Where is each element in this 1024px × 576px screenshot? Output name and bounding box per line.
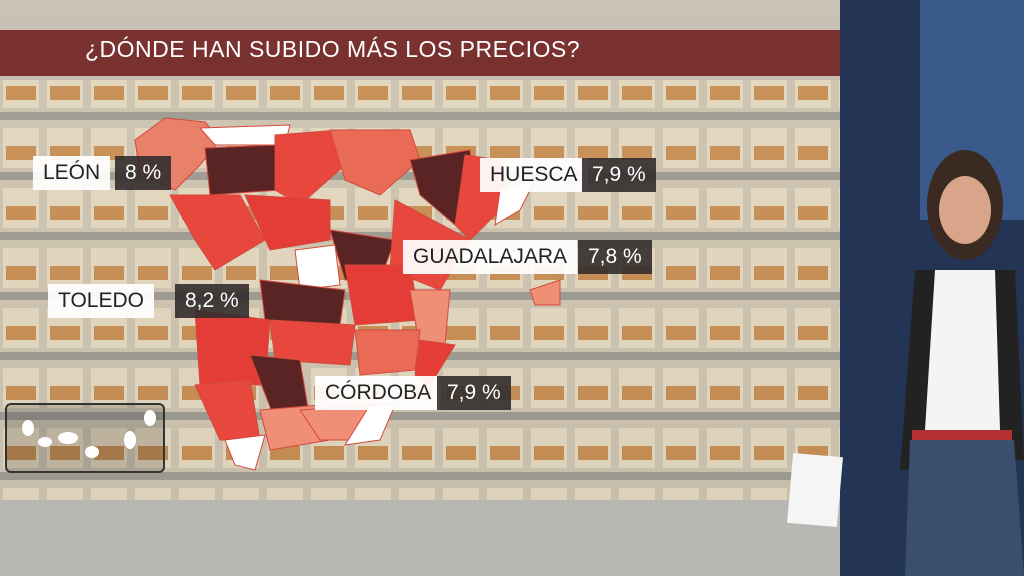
province-name: TOLEDO [48,284,154,318]
canary-box [5,403,165,473]
title-bar [0,30,840,76]
province-name: CÓRDOBA [315,376,442,410]
presenter [787,150,1024,576]
title: ¿DÓNDE HAN SUBIDO MÁS LOS PRECIOS? [85,36,580,62]
canary-islands [22,410,156,458]
spain-map [134,117,561,471]
province-name: HUESCA [480,158,588,192]
province-name: GUADALAJARA [403,240,578,274]
province-value: 7,8 % [578,240,652,274]
province-value: 7,9 % [437,376,511,410]
floor [0,500,840,576]
province-value: 8,2 % [175,284,249,318]
province-name: LEÓN [33,156,111,190]
province-value: 7,9 % [582,158,656,192]
province-value: 8 % [115,156,172,190]
